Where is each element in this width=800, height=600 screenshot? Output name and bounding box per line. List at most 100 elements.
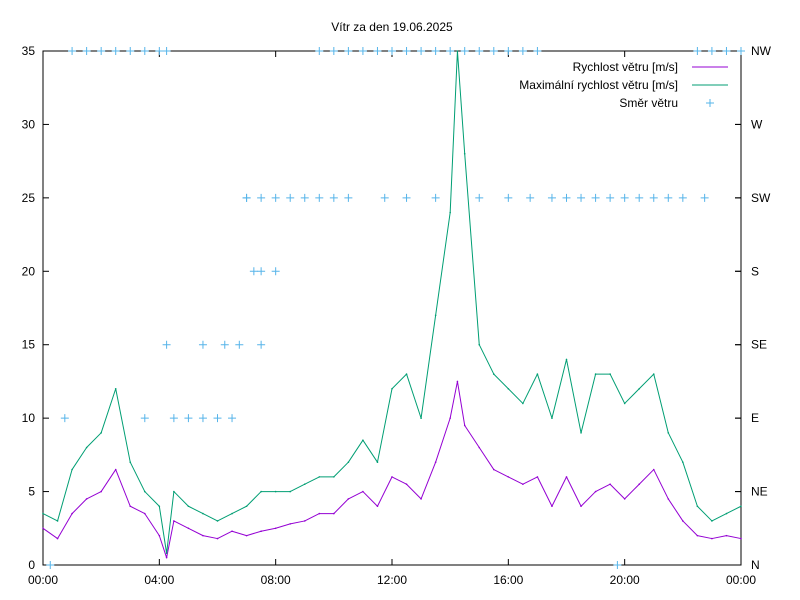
direction-point xyxy=(198,340,207,349)
x-tick-label: 04:00 xyxy=(144,573,174,587)
data-point-1 xyxy=(711,520,713,522)
direction-point xyxy=(402,47,411,55)
data-point-1 xyxy=(725,512,728,515)
data-point-1 xyxy=(565,358,568,361)
direction-point xyxy=(155,47,164,55)
direction-point xyxy=(380,193,389,202)
data-point-1 xyxy=(274,490,277,493)
data-point-0 xyxy=(652,468,655,471)
y2-tick-label: NE xyxy=(751,485,768,499)
data-point-1 xyxy=(202,512,204,515)
direction-point xyxy=(315,193,324,202)
direction-point xyxy=(693,47,702,55)
y2-tick-label: N xyxy=(751,558,760,572)
data-point-1 xyxy=(333,476,335,478)
data-point-0 xyxy=(362,490,364,493)
direction-point xyxy=(707,47,716,55)
data-point-0 xyxy=(725,534,728,537)
x-tick-label: 00:00 xyxy=(726,573,756,587)
data-point-1 xyxy=(522,402,524,405)
data-point-0 xyxy=(478,446,481,449)
y-tick-label: 30 xyxy=(22,117,36,131)
direction-point xyxy=(591,193,600,202)
data-point-1 xyxy=(347,461,350,464)
direction-point xyxy=(68,47,77,55)
data-point-0 xyxy=(711,537,713,540)
chart-title: Vítr za den 19.06.2025 xyxy=(331,20,453,34)
data-point-1 xyxy=(478,343,481,346)
direction-point xyxy=(562,193,571,202)
direction-point xyxy=(111,47,120,55)
legend-swatch xyxy=(706,99,714,107)
data-point-0 xyxy=(682,520,684,522)
data-point-0 xyxy=(740,537,742,540)
data-point-1 xyxy=(740,505,742,508)
data-point-1 xyxy=(405,373,408,375)
data-point-0 xyxy=(347,498,350,500)
data-point-0 xyxy=(303,520,306,522)
direction-point xyxy=(329,193,338,202)
data-point-0 xyxy=(216,537,219,540)
direction-point xyxy=(140,414,149,423)
data-point-0 xyxy=(609,483,611,486)
direction-point xyxy=(489,47,498,55)
data-point-0 xyxy=(405,483,408,486)
data-point-1 xyxy=(434,314,437,317)
data-point-1 xyxy=(85,446,88,449)
data-point-1 xyxy=(216,520,219,522)
direction-point xyxy=(242,193,251,202)
data-point-1 xyxy=(492,373,495,375)
data-point-0 xyxy=(696,534,699,537)
direction-point xyxy=(402,193,411,202)
direction-point xyxy=(526,193,535,202)
direction-point xyxy=(60,414,69,423)
data-point-0 xyxy=(456,380,459,383)
direction-point xyxy=(300,193,309,202)
direction-point xyxy=(722,47,731,55)
data-point-0 xyxy=(158,534,161,537)
direction-point xyxy=(577,193,586,202)
y-tick-label: 5 xyxy=(28,485,35,499)
data-point-1 xyxy=(536,373,539,375)
plot-border xyxy=(42,50,742,566)
x-tick-label: 08:00 xyxy=(261,573,291,587)
y-tick-label: 35 xyxy=(22,44,36,58)
y2-tick-label: NW xyxy=(751,44,772,58)
data-point-1 xyxy=(318,476,321,478)
data-point-0 xyxy=(245,534,248,537)
data-point-0 xyxy=(522,483,524,486)
direction-point xyxy=(249,267,258,276)
direction-point xyxy=(388,47,396,55)
data-point-0 xyxy=(100,490,102,493)
x-tick-label: 20:00 xyxy=(610,573,640,587)
data-point-1 xyxy=(623,402,626,405)
direction-point xyxy=(678,193,687,202)
direction-point xyxy=(257,267,266,276)
direction-point xyxy=(475,193,484,202)
data-point-0 xyxy=(507,476,510,478)
direction-point xyxy=(162,340,171,349)
data-point-0 xyxy=(333,512,335,515)
direction-point xyxy=(431,47,440,55)
legend-label: Směr větru xyxy=(619,96,678,110)
direction-point xyxy=(700,193,709,202)
x-tick-label: 00:00 xyxy=(28,573,58,587)
data-point-1 xyxy=(456,50,459,52)
y-tick-label: 20 xyxy=(22,264,36,278)
direction-point xyxy=(184,414,193,423)
direction-point xyxy=(417,47,426,55)
data-point-1 xyxy=(289,490,292,493)
direction-point xyxy=(504,193,513,202)
direction-point xyxy=(257,193,266,202)
direction-point xyxy=(547,193,556,202)
direction-point xyxy=(358,47,367,55)
data-point-0 xyxy=(536,476,539,478)
data-point-0 xyxy=(173,520,175,522)
direction-point xyxy=(235,340,244,349)
data-point-0 xyxy=(143,512,146,515)
data-point-0 xyxy=(71,512,73,515)
data-point-1 xyxy=(165,552,168,555)
direction-point xyxy=(126,47,135,55)
data-point-1 xyxy=(260,490,262,493)
data-point-0 xyxy=(623,498,626,500)
